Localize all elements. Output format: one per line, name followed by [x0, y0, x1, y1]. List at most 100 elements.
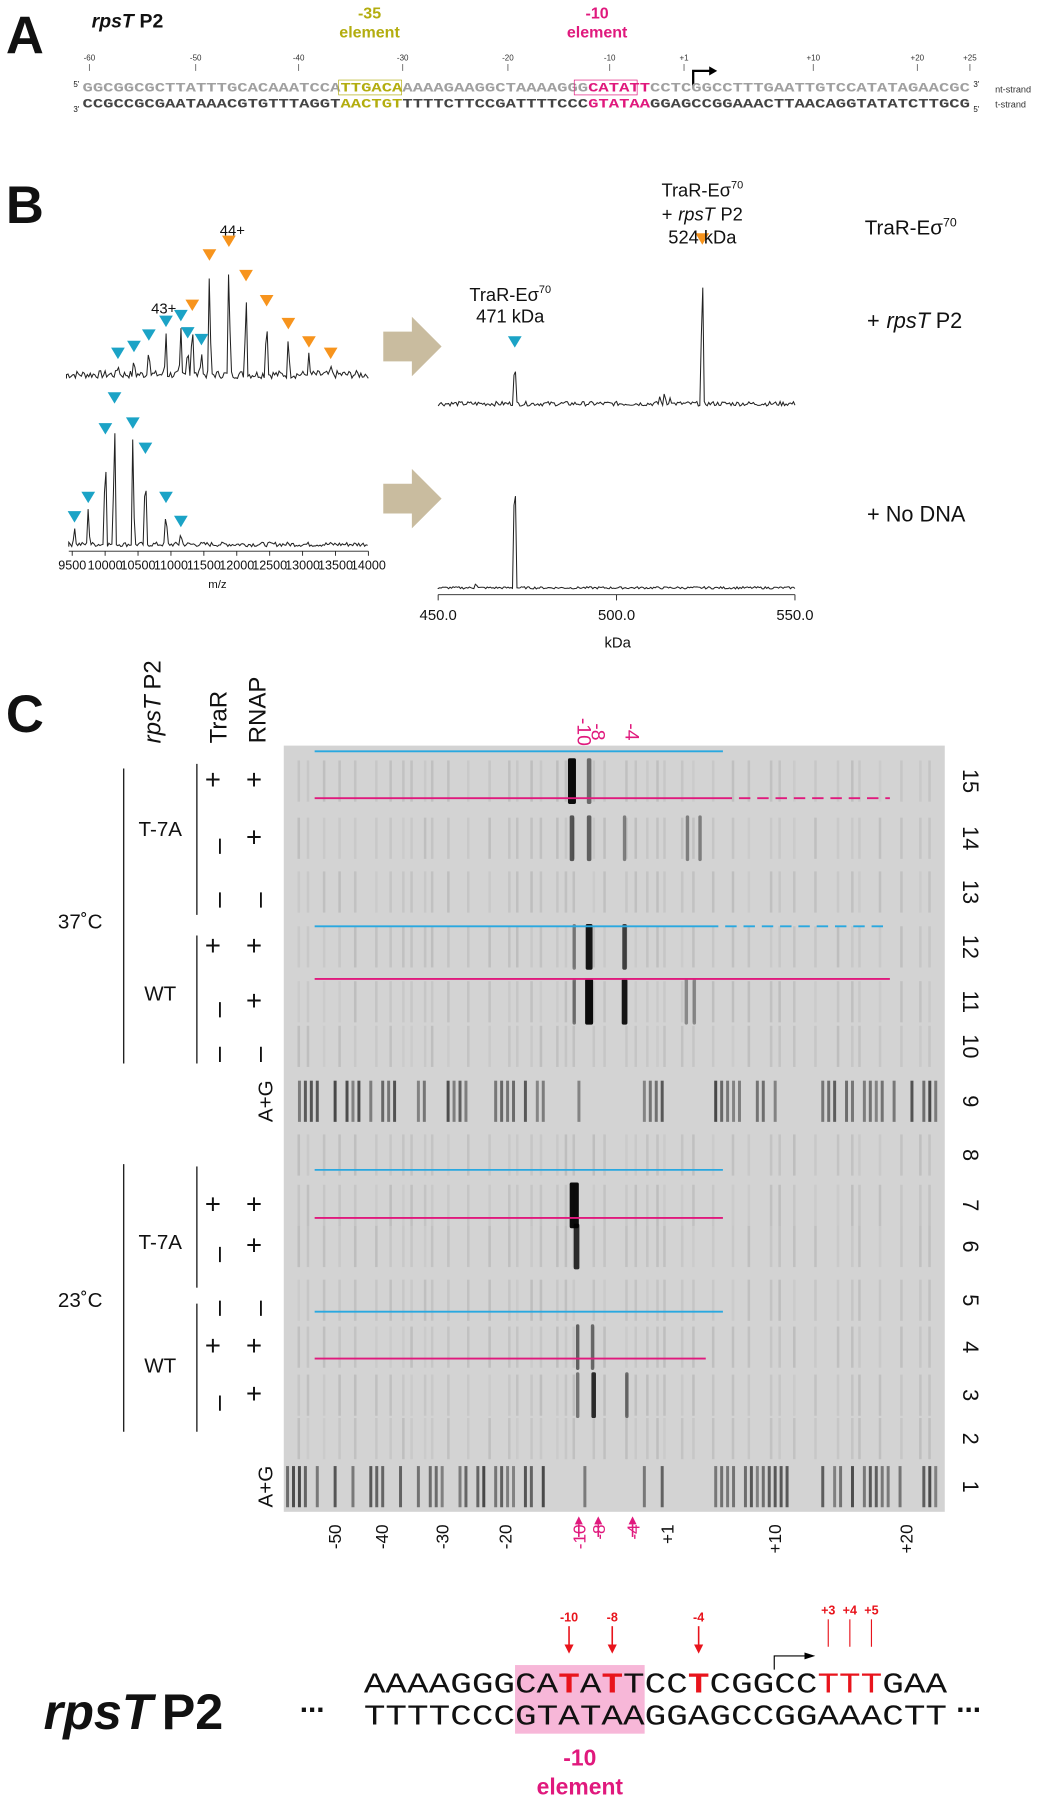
- gel-band: [467, 1326, 470, 1368]
- strand-label: t-strand: [995, 99, 1026, 109]
- gel-band: [663, 760, 666, 802]
- charge-label: 43+: [151, 301, 176, 317]
- gel-band: [464, 1080, 468, 1122]
- gel-band: [338, 871, 341, 913]
- gel-band: [634, 981, 638, 1023]
- gel-band: [680, 1225, 684, 1268]
- gel-band: [306, 1134, 310, 1176]
- gel-band: [900, 1225, 903, 1268]
- gel-band: [375, 1418, 378, 1460]
- trar-sign: –: [207, 1396, 238, 1412]
- trar-sign: –: [207, 1247, 238, 1263]
- gel-band: [488, 1279, 491, 1321]
- panel-label: C: [6, 685, 44, 744]
- gel-band: [306, 1225, 310, 1268]
- gel-band: [833, 1466, 837, 1508]
- sequence-segment: AACTGT: [340, 96, 402, 111]
- sequence-segment: GTATAA: [588, 96, 650, 111]
- gel-band: [692, 817, 695, 859]
- gel-band: [731, 1374, 735, 1416]
- gel-band: [878, 1374, 882, 1416]
- gel-band: [646, 1418, 649, 1460]
- sequence-segment: CCTCGGCCTTTGAATTGTCCATATAGAACGC: [650, 80, 970, 95]
- position-label: +1: [658, 1524, 678, 1544]
- gel-band: [322, 1279, 326, 1321]
- gel-band: [680, 1326, 684, 1368]
- gel-band: [769, 1279, 773, 1321]
- gel-band: [516, 817, 519, 859]
- gel-band: [680, 1279, 684, 1321]
- gel-band: [747, 926, 751, 968]
- gel-band: [755, 1466, 759, 1508]
- x-axis-label: kDa: [604, 635, 631, 651]
- gel-band: [919, 1184, 922, 1226]
- gel-band: [680, 817, 684, 859]
- gel-band: [590, 1324, 595, 1371]
- gel-band: [530, 1279, 533, 1321]
- position-label: -20: [495, 1524, 515, 1549]
- gel-band: [458, 1466, 462, 1508]
- gel-band: [919, 1374, 922, 1416]
- gel-band: [862, 1080, 866, 1122]
- gel-band: [569, 1182, 579, 1229]
- sequence-segment: TTGACA: [340, 80, 402, 95]
- gel-band: [508, 1184, 511, 1226]
- gel-band: [338, 817, 341, 859]
- gel-band: [928, 1134, 931, 1176]
- gel-band: [836, 871, 840, 913]
- gel-band: [680, 981, 684, 1023]
- gel-band: [297, 1184, 301, 1226]
- gel-band: [488, 981, 491, 1023]
- gel-band: [430, 760, 434, 802]
- gel-band: [769, 817, 773, 859]
- gel-band: [731, 871, 735, 913]
- gel-band: [592, 981, 596, 1023]
- gel-band: [878, 1279, 882, 1321]
- complex-label: TraR-Eσ70: [865, 215, 957, 239]
- rnap-sign: +: [246, 821, 262, 852]
- gel-band: [747, 1225, 751, 1268]
- sequence-segment: A: [580, 1669, 603, 1702]
- gel-band: [297, 1466, 301, 1508]
- gel-band: [731, 1134, 735, 1176]
- gel-band: [556, 1184, 559, 1226]
- gel-band: [402, 1184, 405, 1226]
- gel-band: [375, 871, 378, 913]
- gel-band: [836, 1225, 840, 1268]
- gel-band: [389, 1374, 392, 1416]
- gel-band: [488, 871, 491, 913]
- gel-band: [306, 1326, 310, 1368]
- x-tick-label: 10500: [121, 559, 156, 573]
- gel-band: [773, 1080, 777, 1122]
- gel-band: [743, 1466, 747, 1508]
- lane-number: 10: [958, 1034, 983, 1058]
- position-mark: +3: [821, 1604, 835, 1618]
- gel-band: [711, 871, 715, 913]
- gel-band: [306, 926, 310, 968]
- lane-number: 9: [958, 1095, 983, 1107]
- gel-band: [338, 1374, 341, 1416]
- gel-band: [353, 1225, 357, 1268]
- lane-number: 2: [958, 1433, 983, 1445]
- x-tick-label: 9500: [58, 559, 86, 573]
- gel-band: [778, 871, 781, 913]
- gel-band: [516, 1374, 519, 1416]
- gel-band: [345, 1080, 349, 1122]
- gel-band: [625, 1134, 628, 1176]
- tss-arrow: [773, 1655, 805, 1670]
- peak-marker: [695, 233, 710, 245]
- gel-band: [767, 1466, 771, 1508]
- gel-band: [353, 1279, 357, 1321]
- gel-band: [878, 817, 882, 859]
- gel-band: [556, 1225, 559, 1268]
- gel-band: [862, 1466, 866, 1508]
- gel-band: [516, 1184, 519, 1226]
- gel-band: [747, 1418, 751, 1460]
- gel-band: [793, 1184, 796, 1226]
- dna-strand: GGCGGCGCTTATTTGCACAAATCCA TTGACA AAAAGAAGG…: [83, 80, 971, 95]
- gel-band: [516, 760, 519, 802]
- gel-band: [447, 871, 450, 913]
- gel-band: [603, 1184, 606, 1226]
- gel-band: [793, 1418, 796, 1460]
- peak-marker: [98, 423, 113, 435]
